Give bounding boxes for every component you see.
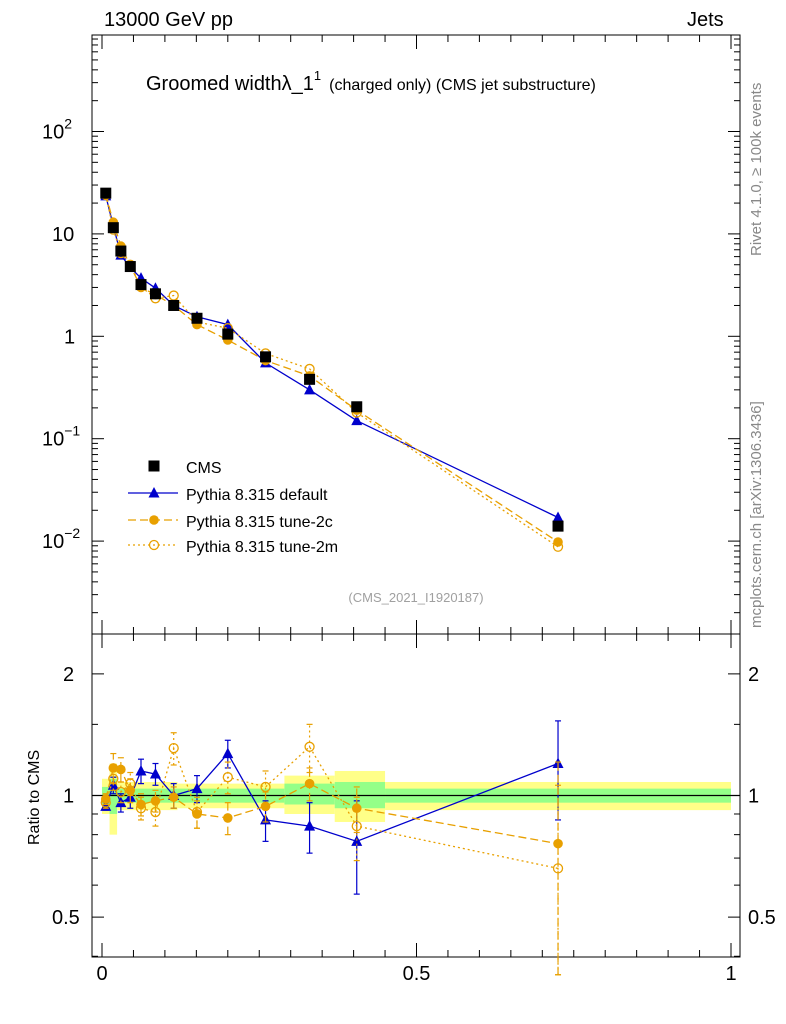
ratio-point-pythia-8-315-tune-2m: [100, 797, 111, 808]
ratio-tick-label-right: 2: [748, 664, 759, 686]
series-line-pythia-8-315-default: [105, 195, 559, 519]
ratio-point-pythia-8-315-tune-2m: [222, 772, 233, 783]
data-point-cms: [149, 288, 161, 300]
y-tick-label-1e2: 102: [42, 116, 72, 144]
ratio-point-pythia-8-315-tune-2m: [351, 820, 362, 832]
y-tick-label-1e-1: 10−1: [42, 423, 80, 451]
legend-marker-pythia-8-315-tune-2m: [148, 539, 160, 551]
ratio-point-pythia-8-315-default: [222, 747, 234, 759]
ratio-point-pythia-8-315-tune-2m: [191, 806, 203, 818]
data-point-cms: [222, 328, 234, 340]
ratio-tick-label-left: 1: [63, 786, 74, 808]
ratio-band-stat: [109, 778, 118, 814]
ratio-point-pythia-8-315-tune-2m: [552, 863, 564, 874]
legend-label-pythia-8-315-default: Pythia 8.315 default: [186, 487, 328, 504]
data-point-pythia-8-315-default: [304, 383, 316, 395]
ratio-axis-label: Ratio to CMS: [26, 750, 43, 845]
y-tick-label-1: 1: [64, 326, 75, 348]
ratio-point-pythia-8-315-default: [351, 835, 363, 846]
ratio-point-pythia-8-315-default: [191, 782, 203, 794]
legend-label-cms: CMS: [186, 460, 222, 477]
y-tick-label-10: 10: [52, 224, 74, 246]
data-point-cms: [168, 299, 180, 311]
series-line-pythia-8-315-tune-2m: [105, 194, 559, 548]
ratio-point-pythia-8-315-tune-2c: [168, 792, 179, 803]
legend-label-pythia-8-315-tune-2m: Pythia 8.315 tune-2m: [186, 539, 338, 556]
ratio-point-pythia-8-315-tune-2m: [125, 778, 136, 789]
plot-title: Groomed widthλ_11(charged only) (CMS jet…: [146, 68, 596, 95]
ratio-point-pythia-8-315-default: [149, 768, 161, 779]
ratio-point-pythia-8-315-tune-2c: [351, 803, 362, 814]
data-point-cms: [115, 245, 127, 257]
ratio-point-pythia-8-315-tune-2m: [108, 773, 119, 784]
ratio-point-pythia-8-315-tune-2c: [116, 764, 126, 775]
mcplots-url: mcplots.cern.ch [arXiv:1306.3436]: [748, 401, 765, 628]
ratio-point-pythia-8-315-default: [304, 820, 316, 831]
data-point-pythia-8-315-tune-2m: [552, 541, 564, 552]
data-point-pythia-8-315-tune-2m: [304, 363, 315, 375]
plot-title-superscript: 1: [314, 68, 321, 83]
legend-marker-pythia-8-315-default: [148, 487, 160, 498]
ratio-point-pythia-8-315-tune-2m: [150, 806, 161, 818]
ratio-point-pythia-8-315-tune-2c: [223, 813, 233, 823]
analysis-id: (CMS_2021_I1920187): [348, 590, 483, 605]
ratio-point-pythia-8-315-default: [135, 764, 147, 776]
ratio-point-pythia-8-315-tune-2m: [115, 786, 127, 798]
ratio-point-pythia-8-315-tune-2m: [304, 741, 315, 752]
data-point-pythia-8-315-default: [351, 414, 363, 426]
ratio-tick-label-left: 2: [63, 664, 74, 686]
data-point-cms: [100, 187, 112, 199]
rivet-label: Rivet 4.1.0, ≥ 100k events: [748, 83, 765, 256]
x-tick-label: 1: [725, 963, 736, 985]
data-point-pythia-8-315-default: [552, 511, 564, 523]
ratio-tick-label-left: 0.5: [52, 907, 80, 929]
ratio-point-pythia-8-315-tune-2m: [135, 803, 147, 814]
energy-label: 13000 GeV pp: [104, 9, 233, 31]
x-tick-label: 0: [96, 963, 107, 985]
data-point-cms: [135, 279, 147, 291]
ratio-point-pythia-8-315-tune-2m: [168, 742, 179, 754]
ratio-tick-label-right: 0.5: [748, 907, 776, 929]
data-point-cms: [107, 222, 119, 234]
x-tick-label: 0.5: [403, 963, 431, 985]
ratio-point-pythia-8-315-tune-2c: [304, 778, 315, 789]
category-label: Jets: [687, 9, 724, 31]
y-tick-label-1e-2: 10−2: [42, 525, 80, 553]
ratio-point-pythia-8-315-tune-2m: [260, 781, 271, 793]
plot-title-subtext: (charged only) (CMS jet substructure): [329, 77, 596, 94]
data-point-cms: [124, 261, 136, 273]
data-point-cms: [351, 401, 363, 413]
data-point-cms: [552, 520, 564, 532]
legend-marker-pythia-8-315-tune-2c: [149, 515, 159, 525]
data-point-cms: [191, 312, 203, 324]
ratio-tick-label-right: 1: [748, 786, 759, 808]
legend-marker-cms: [148, 460, 160, 472]
data-point-cms: [304, 373, 316, 385]
data-point-cms: [260, 351, 272, 363]
series-line-pythia-8-315-tune-2c: [105, 193, 559, 543]
legend-label-pythia-8-315-tune-2c: Pythia 8.315 tune-2c: [186, 514, 333, 531]
